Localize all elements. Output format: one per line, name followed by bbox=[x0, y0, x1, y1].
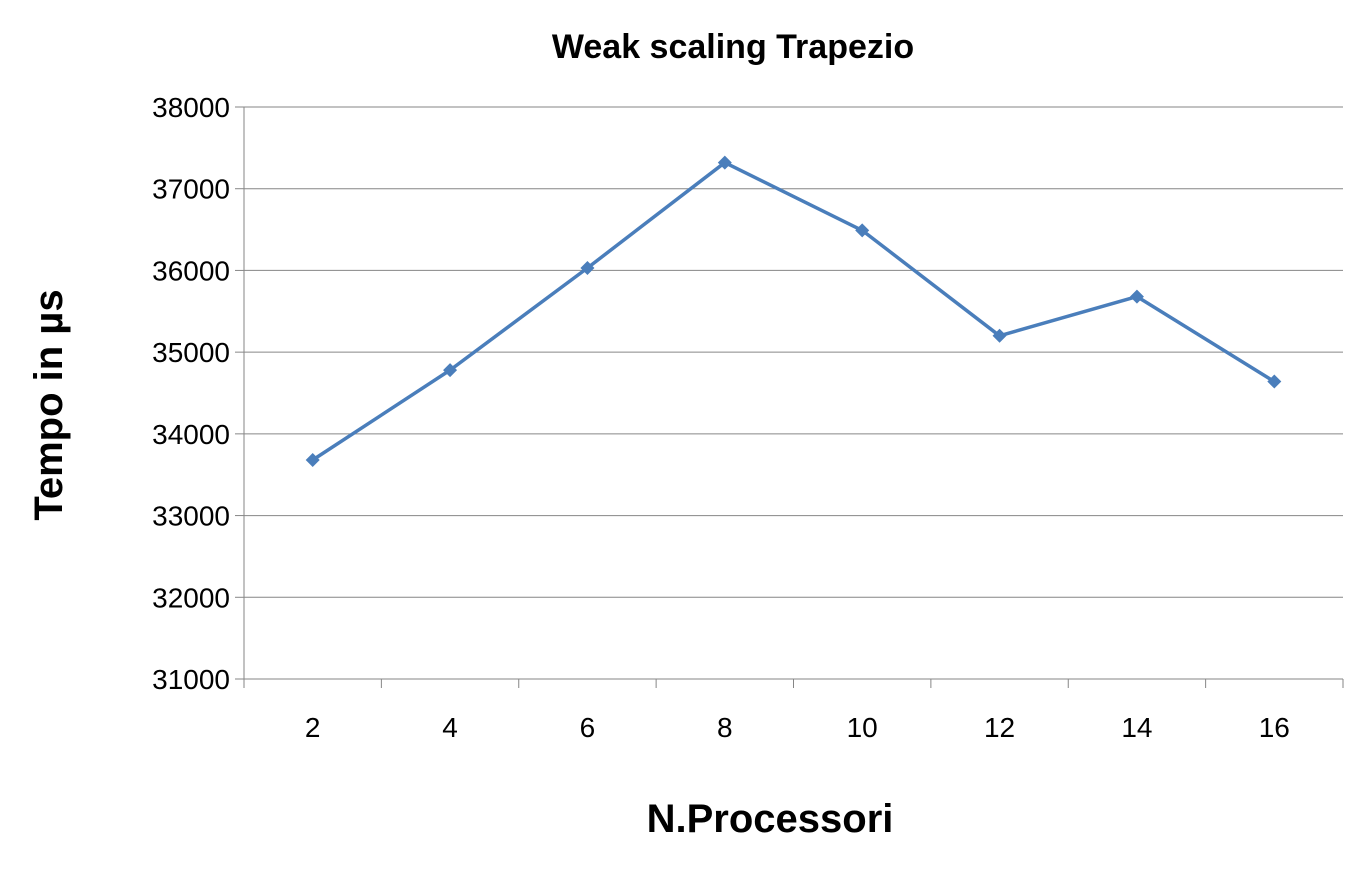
y-tick-label: 36000 bbox=[152, 255, 230, 286]
data-point-diamond bbox=[1267, 374, 1282, 389]
x-tick-label: 2 bbox=[305, 712, 321, 743]
x-tick-label: 12 bbox=[984, 712, 1015, 743]
data-point-diamond bbox=[443, 363, 458, 378]
y-tick-label: 31000 bbox=[152, 664, 230, 695]
y-axis-ticks: 31000 32000 33000 34000 35000 36000 37000 38000 bbox=[152, 92, 244, 695]
data-point-diamond bbox=[717, 155, 732, 170]
x-tick-label: 8 bbox=[717, 712, 733, 743]
x-tick-label: 14 bbox=[1121, 712, 1152, 743]
y-tick-label: 38000 bbox=[152, 92, 230, 123]
axes bbox=[243, 107, 1343, 680]
y-tick-label: 34000 bbox=[152, 419, 230, 450]
x-tick-label: 6 bbox=[580, 712, 596, 743]
x-tick-label: 4 bbox=[442, 712, 458, 743]
data-point-diamond bbox=[855, 223, 870, 238]
data-point-diamond bbox=[305, 453, 320, 468]
x-axis-title: N.Processori bbox=[647, 797, 894, 841]
x-tick-label: 10 bbox=[847, 712, 878, 743]
y-tick-label: 33000 bbox=[152, 501, 230, 532]
y-tick-label: 32000 bbox=[152, 582, 230, 613]
y-tick-label: 37000 bbox=[152, 174, 230, 205]
data-point-diamond bbox=[992, 328, 1007, 343]
x-tick-label: 16 bbox=[1259, 712, 1290, 743]
series-group bbox=[305, 155, 1282, 468]
data-point-diamond bbox=[580, 260, 595, 275]
x-axis-ticks: 2 4 6 8 10 12 14 16 bbox=[243, 679, 1344, 743]
y-tick-label: 35000 bbox=[152, 337, 230, 368]
y-gridlines bbox=[244, 106, 1343, 680]
series-line bbox=[311, 160, 1276, 462]
data-point-diamond bbox=[1129, 289, 1144, 304]
y-axis-title: Tempo in µs bbox=[27, 289, 71, 520]
chart-title: Weak scaling Trapezio bbox=[552, 28, 914, 66]
